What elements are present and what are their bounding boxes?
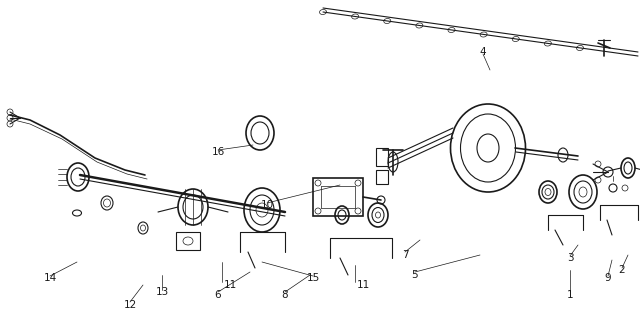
Bar (376, 170, 388, 184)
Text: 9: 9 (605, 273, 611, 283)
Text: 3: 3 (566, 253, 573, 263)
Text: 12: 12 (124, 300, 136, 310)
Text: 7: 7 (402, 250, 408, 260)
Text: 5: 5 (412, 270, 419, 280)
Text: 11: 11 (223, 280, 237, 290)
Bar (313, 178, 363, 216)
Text: 14: 14 (44, 273, 56, 283)
Text: 11: 11 (356, 280, 370, 290)
Text: 4: 4 (480, 47, 486, 57)
Text: 6: 6 (214, 290, 221, 300)
Text: 8: 8 (282, 290, 288, 300)
Text: 10: 10 (260, 200, 273, 210)
Text: 2: 2 (619, 265, 625, 275)
Text: 15: 15 (307, 273, 319, 283)
Text: 1: 1 (566, 290, 573, 300)
Bar (376, 148, 388, 166)
Bar (176, 232, 200, 250)
Text: 16: 16 (211, 147, 225, 157)
Text: 13: 13 (156, 287, 168, 297)
